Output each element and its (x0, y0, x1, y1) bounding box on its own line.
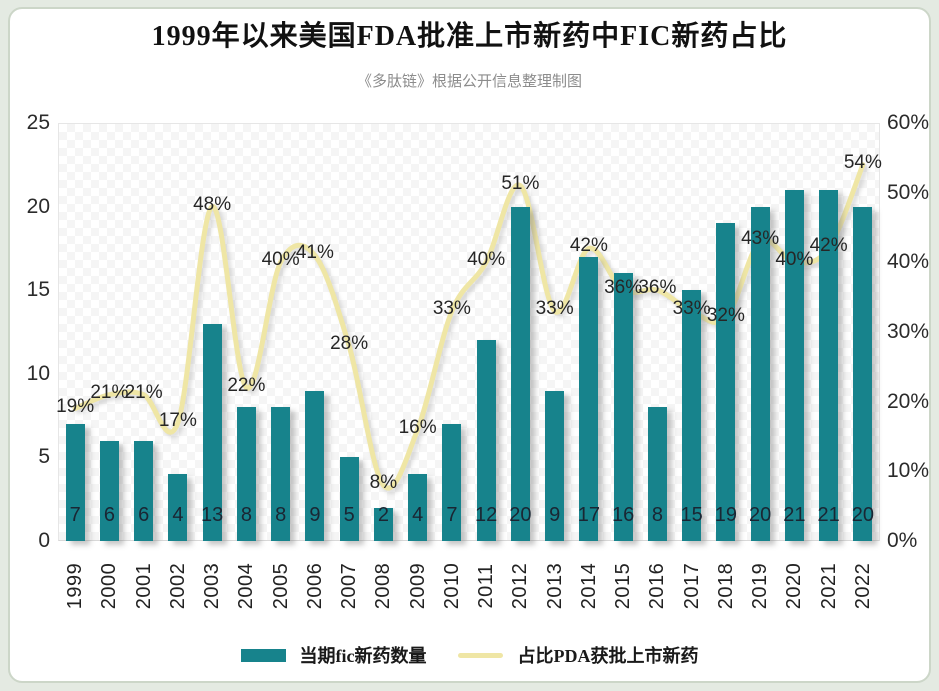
bar (784, 189, 804, 541)
bar-value-label: 8 (651, 504, 663, 526)
right-axis-tick: 30% (887, 320, 930, 343)
bar-value-label: 9 (549, 504, 561, 526)
bar (202, 323, 222, 541)
bar (99, 440, 119, 541)
bar-value-label: 21 (817, 504, 840, 526)
percent-label: 36% (604, 277, 643, 299)
left-axis-tick: 25 (26, 111, 50, 134)
percent-label: 17% (158, 409, 197, 431)
percent-label: 33% (535, 298, 574, 320)
bar-value-label: 9 (309, 504, 321, 526)
bar-value-label: 4 (412, 504, 424, 526)
bar-value-label: 17 (577, 504, 600, 526)
bar (545, 390, 565, 541)
right-axis-tick: 50% (887, 180, 930, 204)
line-series-swatch (458, 652, 504, 658)
percent-label: 42% (809, 235, 848, 257)
chart-title: 1999年以来美国FDA批准上市新药中FIC新药占比 (151, 21, 788, 52)
percent-label: 54% (843, 151, 882, 173)
bar (236, 407, 256, 541)
bar (853, 206, 873, 541)
bar-value-label: 13 (201, 504, 224, 526)
percent-label: 28% (330, 332, 369, 354)
bar (339, 457, 359, 541)
percent-label: 43% (741, 228, 780, 250)
left-axis-tick: 5 (38, 445, 50, 469)
bar-value-label: 20 (851, 504, 874, 526)
bar (716, 223, 736, 541)
percent-label: 40% (775, 249, 814, 271)
percent-label: 33% (432, 298, 471, 320)
percent-label: 19% (56, 395, 95, 417)
bar-value-label: 21 (783, 504, 806, 526)
bar (476, 340, 496, 541)
right-axis-tick: 20% (887, 389, 930, 413)
bar (408, 474, 428, 541)
bar-value-label: 6 (138, 504, 150, 526)
left-axis-tick: 0 (38, 529, 50, 552)
bar (271, 407, 291, 541)
percent-label: 36% (638, 277, 677, 299)
percent-label: 32% (706, 305, 745, 327)
bar (305, 390, 325, 541)
bar-value-label: 7 (69, 504, 81, 526)
bar-series-swatch (240, 648, 286, 662)
bar (750, 206, 770, 541)
bar-value-label: 16 (612, 504, 635, 526)
percent-label: 40% (467, 249, 506, 271)
percent-label: 8% (369, 472, 398, 494)
bar-value-label: 6 (103, 504, 115, 526)
line-series-legend-label: 占比PDA获批上市新药 (517, 646, 699, 666)
bar-value-label: 7 (446, 504, 458, 526)
right-axis-tick: 0% (887, 529, 918, 552)
right-axis-tick: 10% (887, 459, 930, 483)
bar (613, 273, 633, 541)
bar-value-label: 20 (749, 504, 772, 526)
bar (510, 206, 530, 541)
percent-label: 42% (569, 235, 608, 257)
left-axis-tick: 20 (26, 194, 50, 218)
bar (819, 189, 839, 541)
bar (134, 440, 154, 541)
bar-value-label: 5 (343, 504, 355, 526)
percent-label: 16% (398, 416, 437, 438)
bar (65, 423, 85, 541)
percent-label: 33% (672, 298, 711, 320)
percent-label: 41% (295, 242, 334, 264)
percent-label: 51% (501, 172, 540, 194)
bar-value-label: 20 (509, 504, 532, 526)
left-axis-tick: 15 (26, 278, 50, 302)
bar (373, 507, 393, 541)
bar-series-legend-label: 当期fic新药数量 (299, 646, 427, 666)
percent-label: 40% (261, 249, 300, 271)
percent-label: 21% (124, 381, 163, 403)
right-axis-tick: 60% (887, 111, 930, 134)
bar (682, 290, 702, 541)
bar-value-label: 4 (172, 504, 184, 526)
percent-label: 21% (90, 381, 129, 403)
bar-value-label: 8 (275, 504, 287, 526)
bar-value-label: 15 (680, 504, 703, 526)
bar-value-label: 19 (714, 504, 737, 526)
bar-value-label: 8 (240, 504, 252, 526)
percent-label: 22% (227, 374, 266, 396)
legend: 当期fic新药数量 占比PDA获批上市新药 (0, 642, 939, 668)
bar (442, 423, 462, 541)
right-axis-tick: 40% (887, 250, 930, 274)
year-tick: 2022 (851, 562, 874, 610)
chart-subtitle: 《多肽链》根据公开信息整理制图 (356, 74, 582, 90)
percent-label: 48% (193, 193, 232, 215)
bar-value-label: 12 (475, 504, 498, 526)
bar (647, 407, 667, 541)
bar-value-label: 2 (377, 504, 389, 526)
bar (579, 256, 599, 541)
bar (168, 474, 188, 541)
left-axis-tick: 10 (26, 361, 50, 385)
